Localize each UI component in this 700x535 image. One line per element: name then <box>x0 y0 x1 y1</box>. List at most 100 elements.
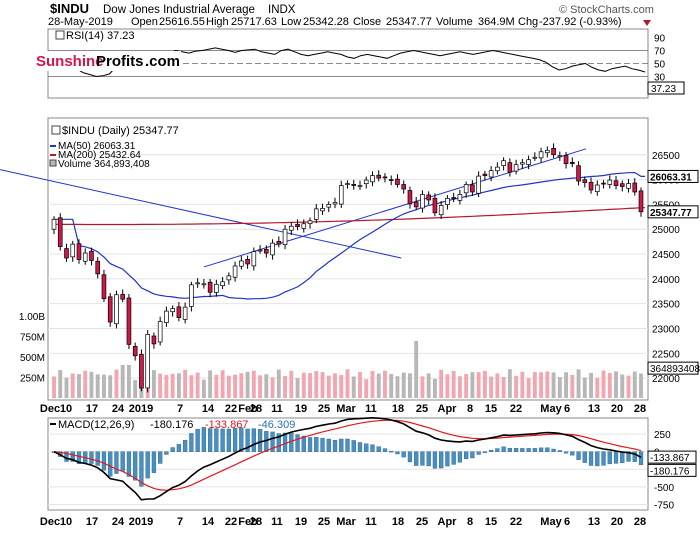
x-tick-label: 24 <box>112 516 125 528</box>
candle-body <box>526 159 531 165</box>
volume-bar <box>251 370 256 398</box>
ma50-legend: MA(50) 26063.31 <box>58 141 136 152</box>
rsi-tick-label: 30 <box>654 73 666 84</box>
candle-body <box>214 283 219 293</box>
volume-bar <box>89 371 94 398</box>
macd-hist-bar <box>345 438 350 452</box>
volume-bar <box>295 378 300 398</box>
volume-bar <box>495 373 500 398</box>
candle-body <box>320 208 325 212</box>
volume-bar <box>70 373 75 398</box>
candle-body <box>551 147 556 156</box>
candle-body <box>220 281 225 286</box>
rsi-current-value: 37.23 <box>651 84 676 95</box>
macd-hist-bar <box>145 451 150 479</box>
macd-hist-bar <box>482 451 488 453</box>
volume-bar <box>557 377 562 398</box>
candle-body <box>576 165 581 182</box>
x-tick-label: Feb <box>238 516 258 528</box>
macd-hist-bar <box>445 451 450 467</box>
candle-body <box>139 354 144 389</box>
candle-body <box>557 155 563 158</box>
macd-hist-bar <box>470 451 475 459</box>
macd-hist-bar <box>520 448 525 452</box>
macd-tick-label: 250 <box>654 430 671 441</box>
volume-bar <box>582 377 587 398</box>
volume-bar <box>595 377 600 398</box>
candle-body <box>532 156 538 159</box>
x-tick-label: Dec <box>40 516 60 528</box>
x-tick-label: 22 <box>510 403 522 415</box>
candle-body <box>626 183 631 189</box>
volume-bar <box>482 370 487 398</box>
macd-hist-bar <box>626 451 631 462</box>
volume-bar <box>170 373 175 398</box>
price-tag-label: 25347.77 <box>650 208 692 219</box>
volume-bar <box>589 372 593 398</box>
candle-body <box>195 282 200 285</box>
x-tick-label: 22 <box>225 516 237 528</box>
volume-bar <box>376 373 381 398</box>
candle-body <box>114 294 119 325</box>
x-tick-label: 13 <box>588 516 600 528</box>
volume-bar <box>189 375 194 398</box>
volume-bar <box>614 371 618 398</box>
volume-bar <box>364 379 369 398</box>
volume-tick-label: 750M <box>20 333 45 344</box>
macd-hist-bar <box>395 451 400 455</box>
x-tick-label: 25 <box>416 403 428 415</box>
macd-hist-bar <box>170 447 175 452</box>
macd-hist-bar <box>89 451 94 464</box>
ma50-line <box>54 171 645 300</box>
volume-bar <box>414 341 419 398</box>
volume-bar <box>383 370 387 398</box>
candle-body <box>332 202 338 205</box>
volume-bar <box>520 371 525 398</box>
macd-legend: MACD(12,26,9) -180.176 -133.867 -46.309 <box>50 419 295 431</box>
macd-hist-bar <box>563 451 569 454</box>
x-tick-label: Apr <box>438 516 458 528</box>
macd-hist-bar <box>576 451 581 460</box>
x-tick-label: 15 <box>485 516 497 528</box>
logo-sunshine: Sunshine <box>36 53 104 70</box>
x-tick-label: 17 <box>86 403 98 415</box>
x-tick-label: Mar <box>336 403 356 415</box>
header-date: 28-May-2019 <box>48 16 113 28</box>
trend-line-down <box>0 169 402 259</box>
macd-hist-bar <box>401 451 406 458</box>
x-tick-label: 6 <box>564 403 570 415</box>
price-legend-text: $INDU (Daily) 25347.77 <box>62 125 179 137</box>
x-tick-label: 7 <box>177 516 183 528</box>
candle-body <box>270 242 275 256</box>
x-tick-label: 11 <box>365 516 377 528</box>
price-tick-label: 24000 <box>652 275 680 286</box>
volume-bar <box>320 372 325 398</box>
candle-body <box>351 184 357 186</box>
volume-bar <box>539 372 544 398</box>
volume-bar <box>126 365 131 398</box>
macd-hist-bar <box>407 451 413 463</box>
candle-body <box>513 164 519 172</box>
price-tick-label: 22500 <box>652 349 680 360</box>
volume-bar <box>114 369 119 398</box>
macd-hist-bar <box>307 437 313 452</box>
macd-hist-bar <box>339 438 344 452</box>
macd-hist-bar <box>376 446 381 452</box>
volume-bar <box>183 369 188 398</box>
volume-bar <box>501 376 506 398</box>
candle-body <box>582 179 588 183</box>
macd-hist-bar <box>207 428 213 452</box>
volume-tick-label: 1.00B <box>19 312 45 323</box>
volume-bar <box>532 372 537 398</box>
volume-bar <box>564 372 569 398</box>
macd-hist-bar <box>251 428 256 452</box>
macd-hist-bar <box>351 440 356 452</box>
candle-body <box>257 249 263 252</box>
macd-hist-value: -46.309 <box>258 419 295 431</box>
macd-signal-value: -133.867 <box>205 419 248 431</box>
candle-body <box>95 260 101 275</box>
volume-bar <box>395 376 400 398</box>
macd-tag-label: -133.867 <box>650 453 690 464</box>
